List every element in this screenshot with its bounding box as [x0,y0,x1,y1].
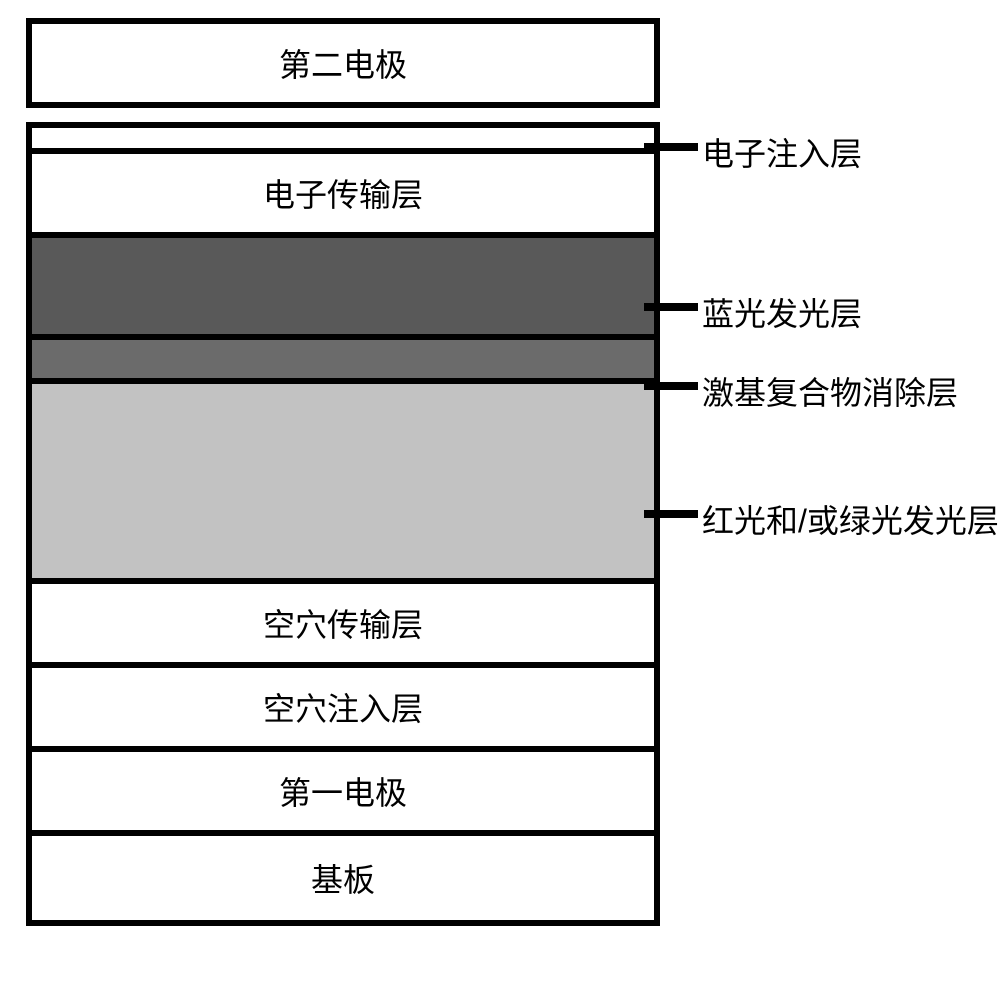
layer-second-electrode: 第二电极 [32,24,654,108]
stack-spacer [26,108,660,128]
layer-label: 电子传输层 [263,170,423,216]
layer-label: 空穴传输层 [263,600,423,646]
layer-label: 基板 [311,855,375,901]
callout-label-red-green-emission: 红光和/或绿光发光层 [702,496,999,542]
layer-red-green-emission [32,384,654,584]
layer-label: 第二电极 [279,40,407,86]
callout-label-exciplex-elimination: 激基复合物消除层 [702,368,958,414]
callout-label-blue-emission: 蓝光发光层 [702,289,862,335]
callout-line-red-green-emission [644,510,698,518]
layer-label: 第一电极 [279,768,407,814]
layer-electron-transport: 电子传输层 [32,154,654,238]
layer-label: 空穴注入层 [263,684,423,730]
layer-hole-transport: 空穴传输层 [32,584,654,668]
layer-substrate: 基板 [32,836,654,920]
callout-line-exciplex-elimination [644,382,698,390]
layer-stack: 第二电极电子传输层空穴传输层空穴注入层第一电极基板 [26,18,660,926]
layer-hole-injection: 空穴注入层 [32,668,654,752]
diagram-canvas: 第二电极电子传输层空穴传输层空穴注入层第一电极基板电子注入层蓝光发光层激基复合物… [0,0,1000,991]
layer-blue-emission [32,238,654,340]
callout-line-electron-injection [644,143,698,151]
layer-exciplex-elimination [32,340,654,384]
layer-electron-injection [32,128,654,154]
callout-line-blue-emission [644,303,698,311]
callout-label-electron-injection: 电子注入层 [702,129,862,175]
layer-first-electrode: 第一电极 [32,752,654,836]
